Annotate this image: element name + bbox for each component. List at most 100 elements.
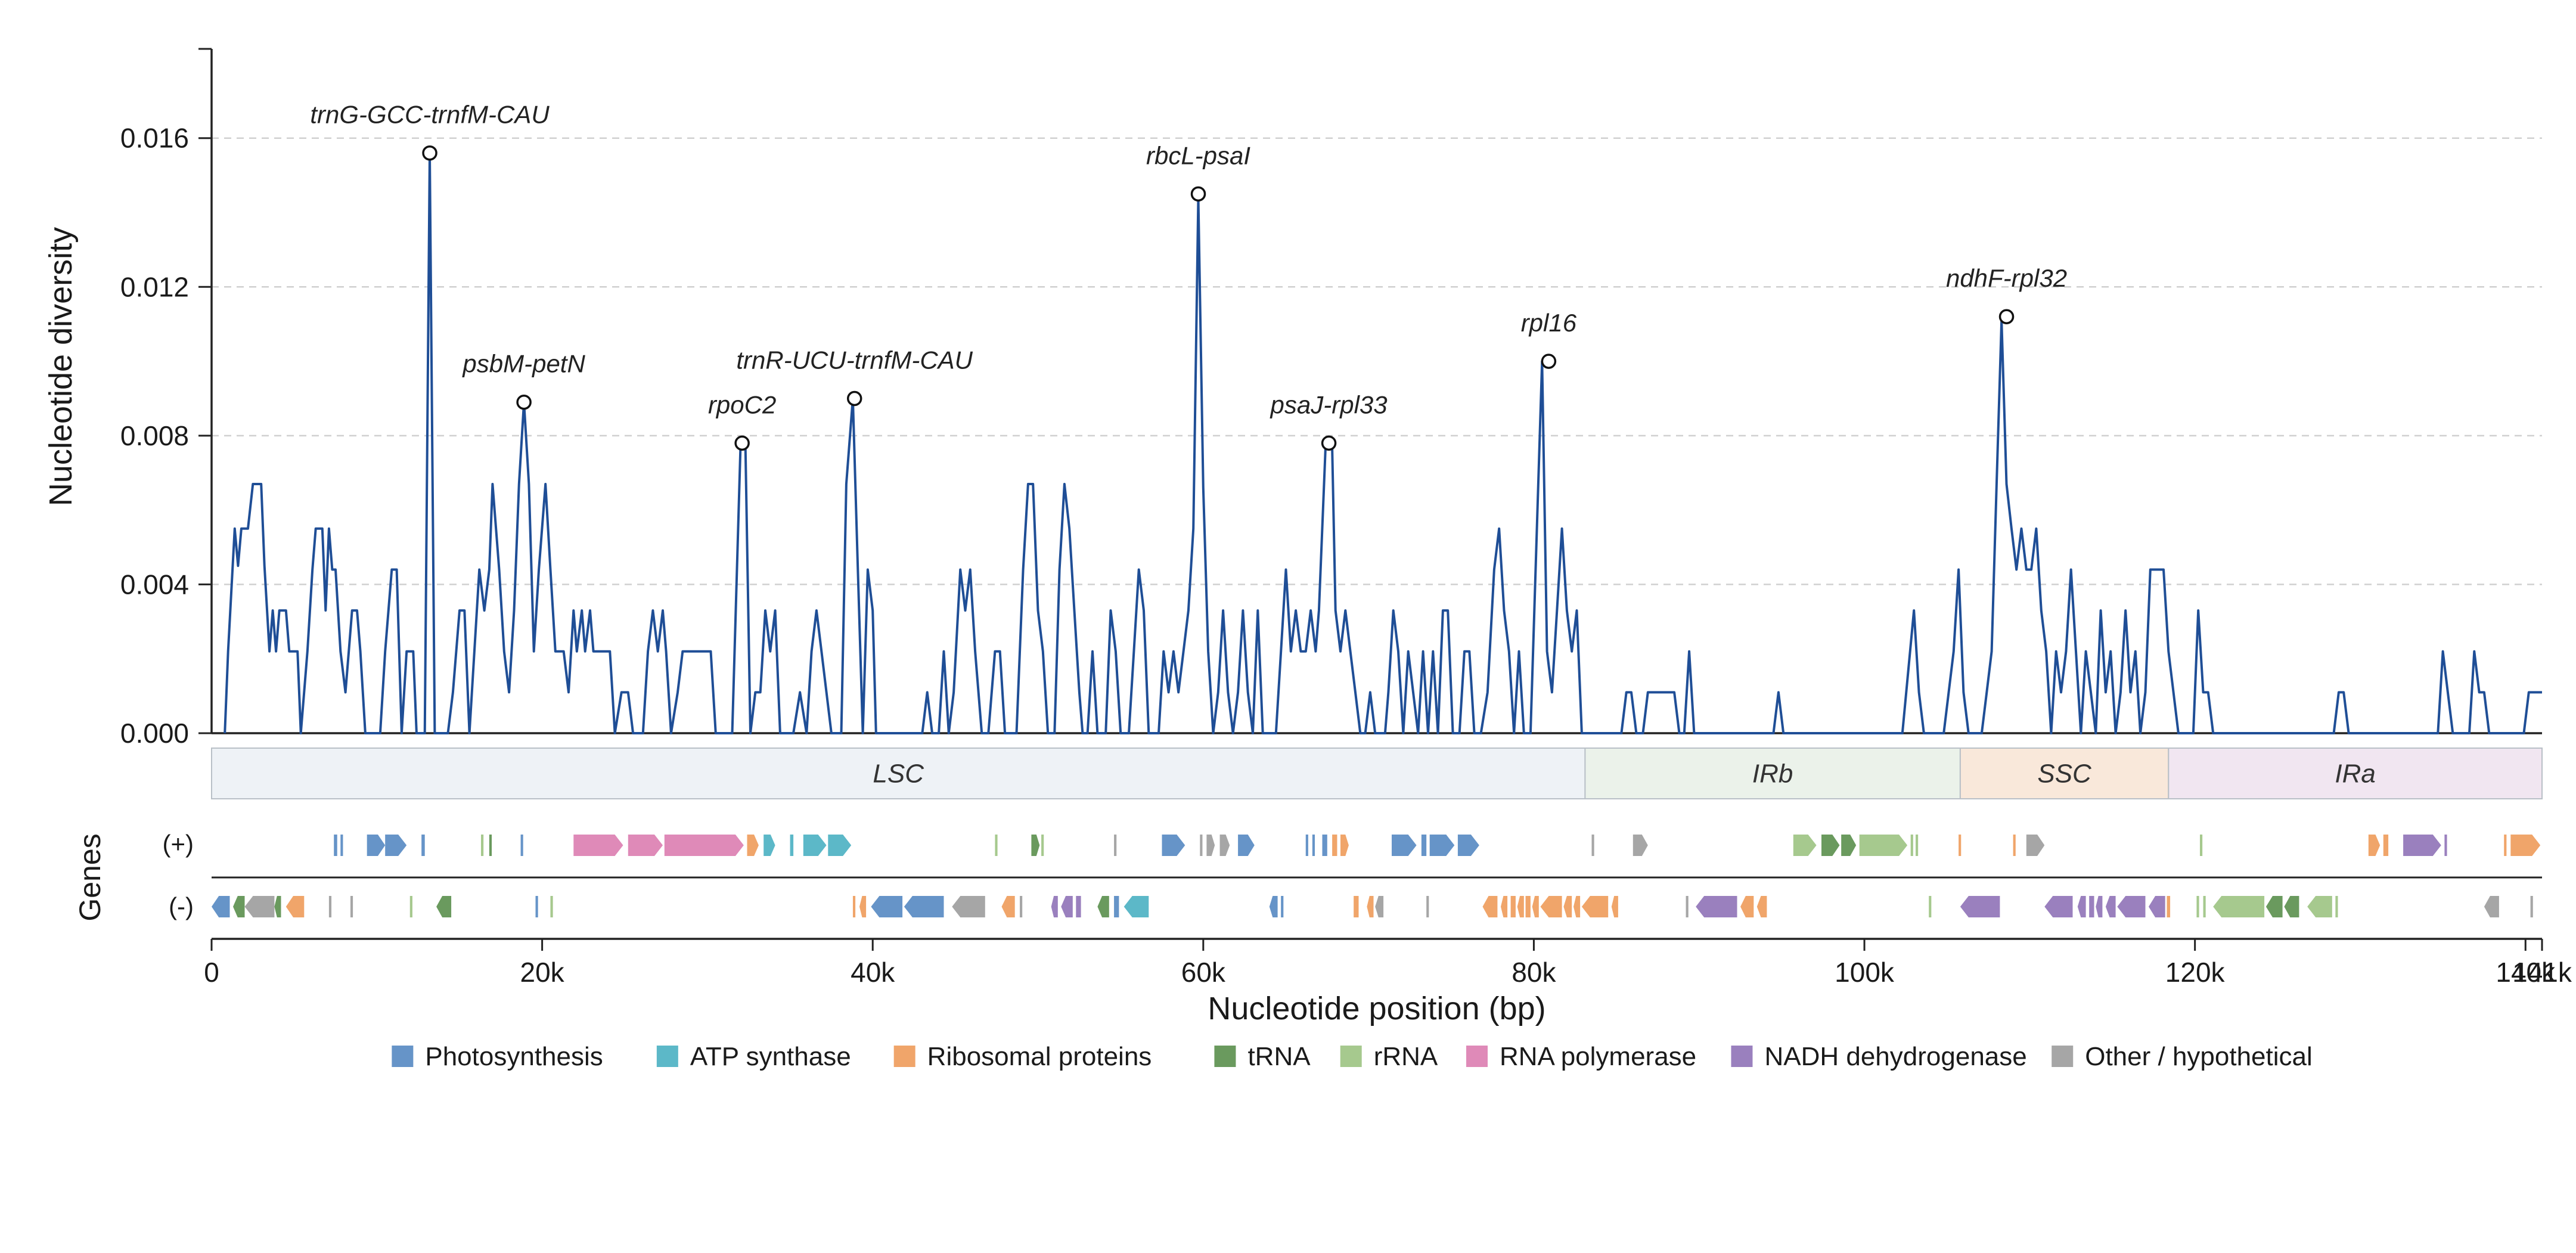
gene-block xyxy=(367,835,386,856)
gene-block xyxy=(2368,835,2381,856)
gene-block xyxy=(1841,835,1857,856)
gene-block xyxy=(1206,835,1215,856)
diversity-series xyxy=(224,151,2542,734)
x-tick-label: 140k xyxy=(2496,957,2556,988)
gene-block xyxy=(2383,835,2389,856)
gene-block xyxy=(481,835,484,856)
gene-block xyxy=(1097,896,1109,917)
legend-label: rRNA xyxy=(1374,1042,1438,1071)
legend-swatch xyxy=(1340,1046,1362,1067)
gene-block xyxy=(1219,835,1230,856)
gene-block xyxy=(1929,896,1932,917)
gene-block xyxy=(628,835,663,856)
peak-label: psaJ-rpl33 xyxy=(1270,390,1388,418)
gene-block xyxy=(573,835,623,856)
x-tick-label: 120k xyxy=(2165,957,2226,988)
series-line xyxy=(224,151,2542,734)
peak-marker xyxy=(1321,435,1337,451)
legend-label: tRNA xyxy=(1247,1042,1311,1071)
gene-block xyxy=(859,896,867,917)
peak-label: psbM-petN xyxy=(461,350,585,378)
gene-block xyxy=(385,835,407,856)
gene-block xyxy=(2096,896,2103,917)
gene-block xyxy=(1375,896,1384,917)
gene-block xyxy=(1756,896,1767,917)
gene-block xyxy=(2167,896,2171,917)
gene-block xyxy=(664,835,744,856)
gene-block xyxy=(1421,835,1427,856)
gene-block xyxy=(1910,835,1913,856)
legend-swatch xyxy=(893,1046,915,1067)
x-tick-label: 20k xyxy=(520,957,565,988)
gene-block xyxy=(1061,896,1073,917)
y-tick-label: 0.012 xyxy=(120,271,189,302)
gene-block xyxy=(1457,835,1479,856)
legend-label: Ribosomal proteins xyxy=(927,1042,1152,1071)
peak-label: trnR-UCU-trnfM-CAU xyxy=(736,346,973,374)
gene-block xyxy=(1322,835,1327,856)
gene-block xyxy=(285,896,305,917)
gene-block xyxy=(2284,896,2299,917)
gene-block xyxy=(852,896,856,917)
gene-block xyxy=(2444,835,2447,856)
gene-block xyxy=(2105,896,2116,917)
region-block xyxy=(2168,748,2543,799)
gene-block xyxy=(1332,835,1337,856)
gene-block xyxy=(2013,835,2016,856)
gene-block xyxy=(328,896,332,917)
gene-block xyxy=(2044,896,2073,917)
peak-label: trnG-GCC-trnfM-CAU xyxy=(310,101,550,129)
region-block xyxy=(1959,748,2170,799)
gene-block xyxy=(2117,896,2146,917)
gene-block xyxy=(340,835,343,856)
genome-regions-track: LSC IRb SSC IRa xyxy=(211,748,2543,799)
legend-label: RNA polymerase xyxy=(1500,1042,1696,1071)
gridlines xyxy=(212,137,2542,585)
gene-block xyxy=(2203,896,2206,917)
gene-block xyxy=(1581,896,1609,917)
gene-block xyxy=(1269,896,1278,917)
gene-block xyxy=(2484,896,2499,917)
gene-block xyxy=(350,896,353,917)
gene-block xyxy=(2199,835,2203,856)
y-tick-label: 0.004 xyxy=(120,569,189,600)
gene-block xyxy=(1959,835,1962,856)
gene-block xyxy=(1429,835,1455,856)
gene-block xyxy=(1517,896,1524,917)
gene-block xyxy=(421,835,425,856)
gene-block xyxy=(1367,896,1374,917)
peak-markers: trnG-GCC-trnfM-CAU psbM-petN rpoC2 trnR-UCU… xyxy=(310,101,2067,451)
gene-block xyxy=(1340,835,1349,856)
gene-block xyxy=(1041,835,1044,856)
gene-block xyxy=(2510,835,2541,856)
gene-block xyxy=(1305,835,1308,856)
gene-block xyxy=(1859,835,1908,856)
gene-block xyxy=(2213,896,2265,917)
gene-block xyxy=(2335,896,2338,917)
gene-block xyxy=(828,835,852,856)
legend-swatch xyxy=(1214,1046,1236,1067)
gene-block xyxy=(2026,835,2045,856)
region-block xyxy=(1584,748,1961,799)
gene-block xyxy=(747,835,759,856)
gene-block xyxy=(1076,896,1081,917)
gene-block xyxy=(1916,835,1919,856)
gene-block xyxy=(904,896,944,917)
gene-block xyxy=(1510,896,1516,917)
legend-swatch xyxy=(2052,1046,2074,1067)
peak-marker xyxy=(1190,186,1206,202)
legend-label: Other / hypothetical xyxy=(2085,1042,2313,1071)
gene-block xyxy=(274,896,281,917)
x-tick-label: 0 xyxy=(204,957,219,988)
gene-block xyxy=(1821,835,1840,856)
gene-block xyxy=(1051,896,1058,917)
x-axis-label: Nucleotide position (bp) xyxy=(1208,991,1545,1026)
gene-block xyxy=(1238,835,1255,856)
y-axis-label: Nucleotide diversity xyxy=(43,227,79,506)
y-tick-label: 0.016 xyxy=(120,123,189,154)
peak-marker xyxy=(516,394,532,410)
gene-block xyxy=(1525,896,1531,917)
gene-block xyxy=(2196,896,2199,917)
gene-block xyxy=(2504,835,2507,856)
